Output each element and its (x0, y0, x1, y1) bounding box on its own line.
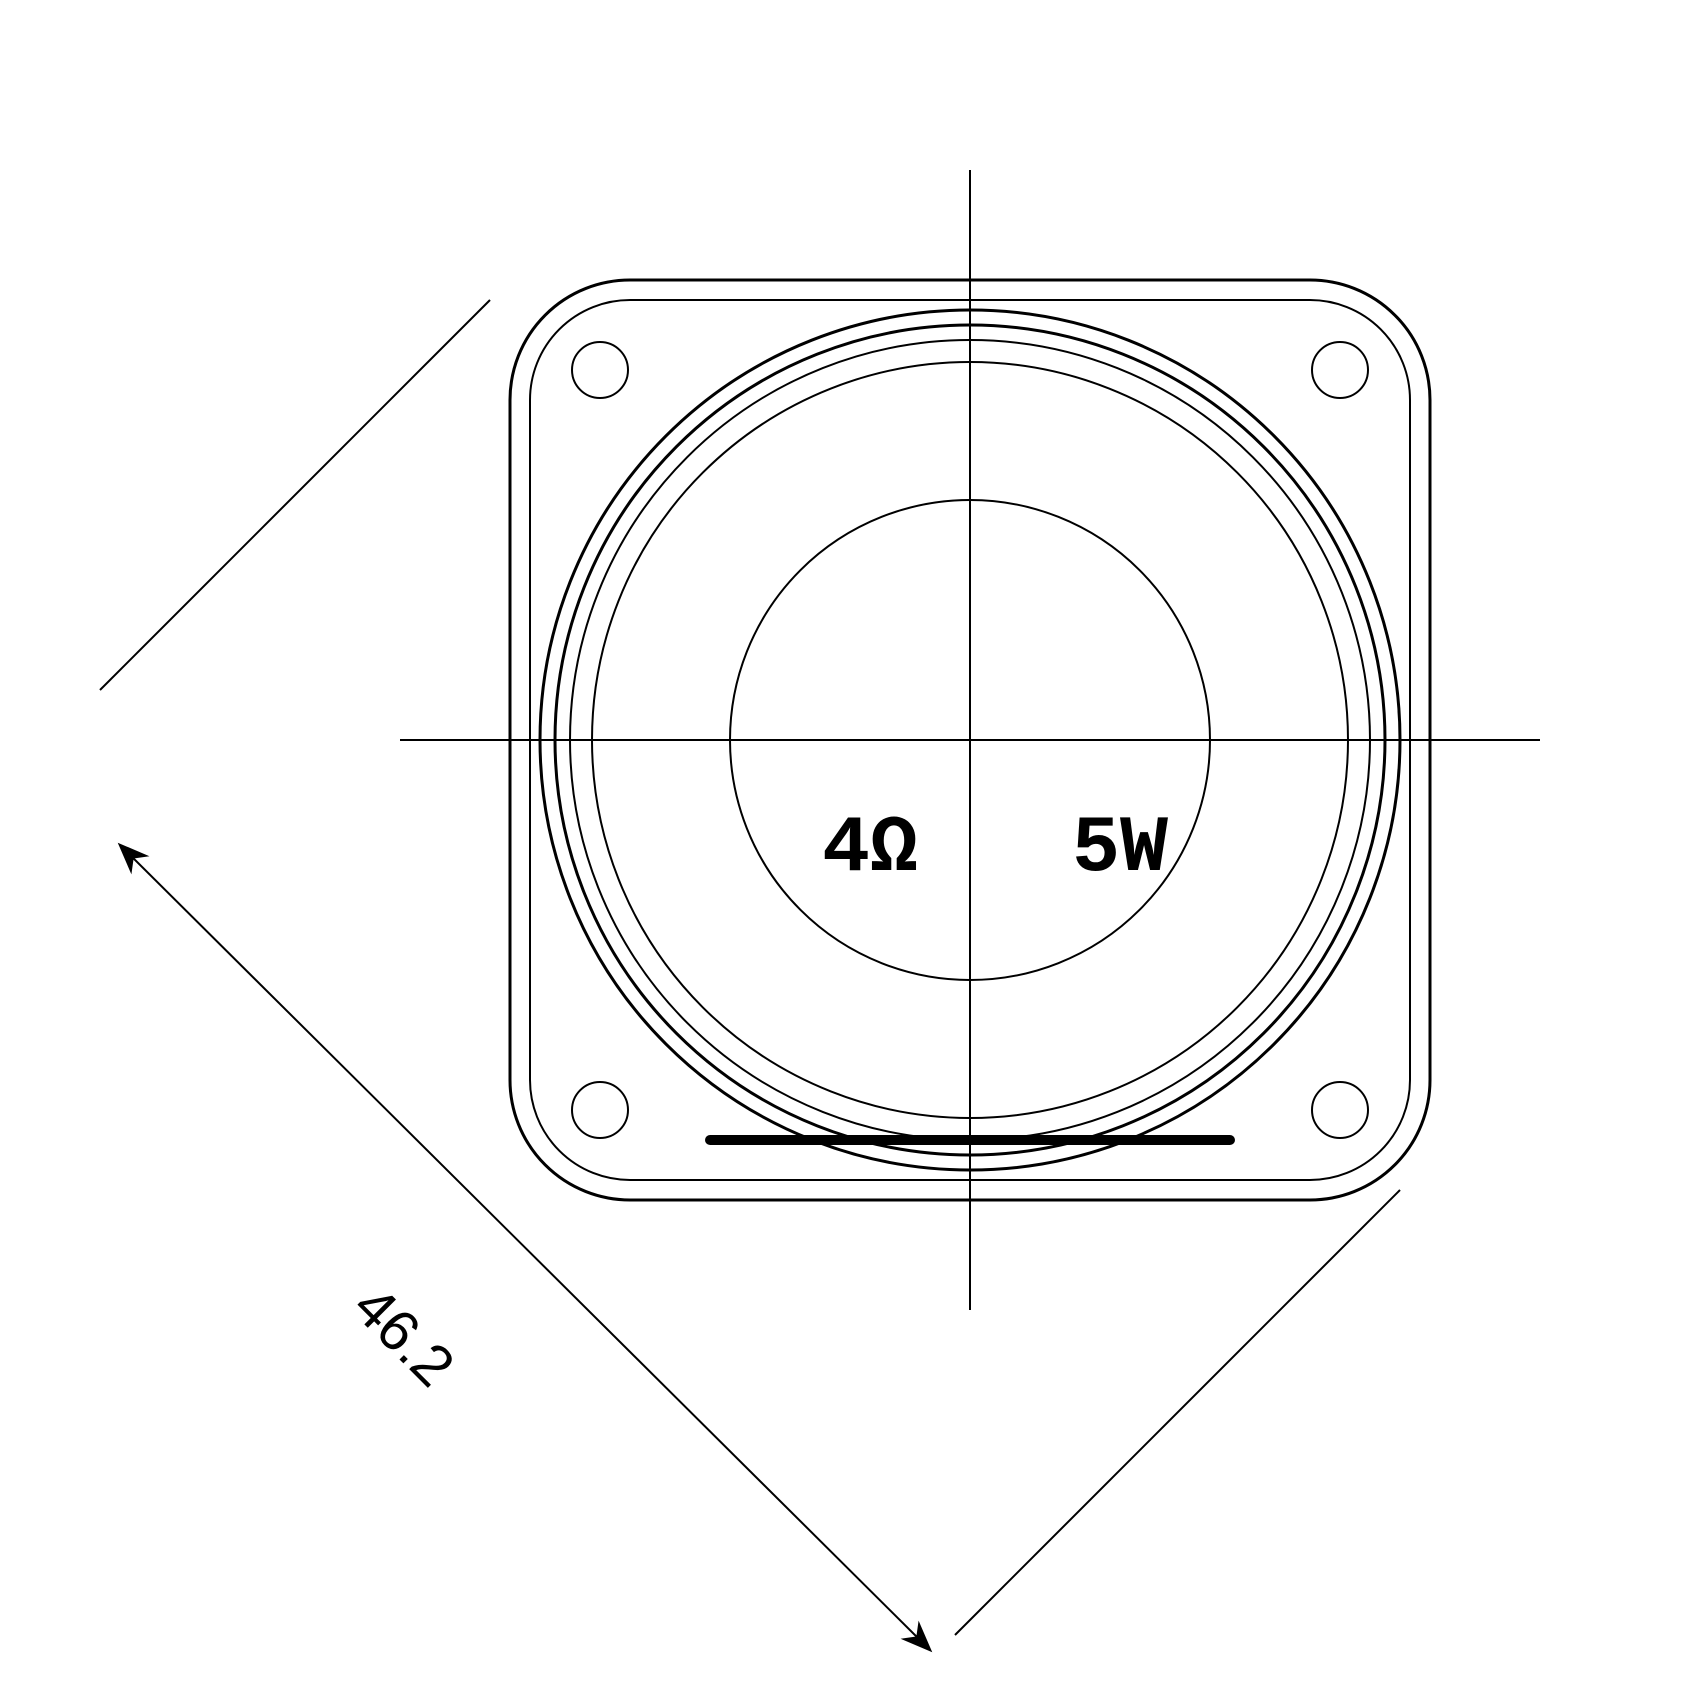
mounting-hole-2 (572, 1082, 628, 1138)
dimension-value-label: 46.2 (341, 1273, 467, 1399)
mounting-hole-1 (1312, 342, 1368, 398)
power-label: 5W (1072, 804, 1168, 895)
mounting-hole-3 (1312, 1082, 1368, 1138)
mounting-hole-0 (572, 342, 628, 398)
speaker-technical-drawing: 4Ω 5W 46.2 (0, 0, 1700, 1700)
dim-line (120, 845, 930, 1650)
dim-extension-1 (100, 300, 490, 690)
dim-extension-2 (955, 1190, 1400, 1635)
impedance-label: 4Ω (822, 804, 918, 895)
